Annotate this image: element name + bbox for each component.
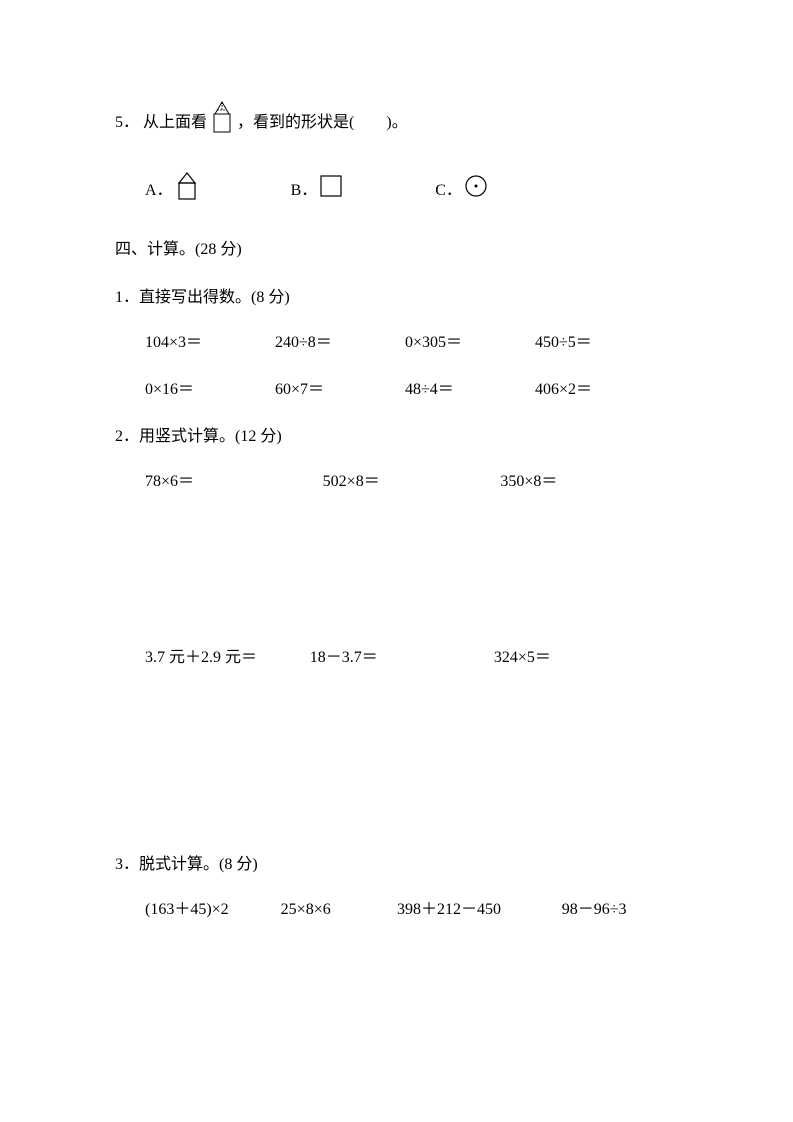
spacer	[115, 691, 678, 851]
sub3-title: 3．脱式计算。(8 分)	[115, 851, 678, 880]
calc-item: 48÷4＝	[405, 376, 535, 405]
spacer	[115, 514, 678, 644]
calc-item: 3.7 元＋2.9 元＝	[145, 644, 310, 673]
calc-item: (163＋45)×2	[145, 896, 281, 925]
q5-number: 5．	[115, 109, 139, 138]
calc-item: 78×6＝	[145, 468, 323, 497]
option-a: A．	[145, 171, 201, 212]
calc-item: 450÷5＝	[535, 329, 665, 358]
sub1-title: 1．直接写出得数。(8 分)	[115, 284, 678, 313]
calc-item: 25×8×6	[281, 896, 397, 925]
q5-text-after: ，看到的形状是( )。	[237, 109, 408, 138]
sub3-row1: (163＋45)×2 25×8×6 398＋212－450 98－96÷3	[145, 896, 678, 925]
q5-options: A． B． C．	[145, 171, 678, 212]
option-b-label: B．	[291, 177, 318, 206]
q5-text-before: 从上面看	[143, 109, 207, 138]
sub2-row2: 3.7 元＋2.9 元＝ 18－3.7＝ 324×5＝	[145, 644, 678, 673]
sub1-row2: 0×16＝ 60×7＝ 48÷4＝ 406×2＝	[145, 376, 678, 405]
calc-item: 398＋212－450	[397, 896, 562, 925]
sub1-row1: 104×3＝ 240÷8＝ 0×305＝ 450÷5＝	[145, 329, 678, 358]
calc-item: 240÷8＝	[275, 329, 405, 358]
section-4-title: 四、计算。(28 分)	[115, 236, 678, 265]
option-c-label: C．	[435, 177, 462, 206]
circle-dot-icon	[464, 174, 488, 209]
sub2-row1: 78×6＝ 502×8＝ 350×8＝	[145, 468, 678, 497]
calc-item: 350×8＝	[500, 468, 678, 497]
square-icon	[319, 174, 343, 209]
question-5: 5． 从上面看 ，看到的形状是( )。	[115, 100, 678, 147]
sub2-title: 2．用竖式计算。(12 分)	[115, 423, 678, 452]
option-c: C．	[435, 174, 490, 209]
house-flat-icon	[175, 171, 199, 212]
option-b: B．	[291, 174, 346, 209]
calc-item: 324×5＝	[494, 644, 678, 673]
calc-item: 502×8＝	[323, 468, 501, 497]
house-3d-icon	[209, 100, 235, 147]
calc-item: 0×16＝	[145, 376, 275, 405]
calc-item: 104×3＝	[145, 329, 275, 358]
calc-item: 18－3.7＝	[310, 644, 494, 673]
calc-item: 406×2＝	[535, 376, 665, 405]
calc-item: 98－96÷3	[562, 896, 678, 925]
option-a-label: A．	[145, 177, 173, 206]
calc-item: 0×305＝	[405, 329, 535, 358]
calc-item: 60×7＝	[275, 376, 405, 405]
